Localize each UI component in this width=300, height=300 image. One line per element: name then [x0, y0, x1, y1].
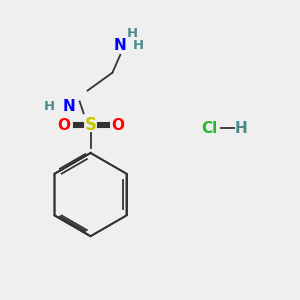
Text: H: H [127, 27, 138, 40]
Text: O: O [111, 118, 124, 133]
Text: S: S [85, 116, 97, 134]
Text: N: N [114, 38, 127, 53]
Text: H: H [235, 121, 247, 136]
Text: N: N [62, 99, 75, 114]
Text: H: H [44, 100, 55, 113]
Text: O: O [57, 118, 70, 133]
Text: Cl: Cl [201, 121, 218, 136]
Text: H: H [133, 40, 144, 52]
